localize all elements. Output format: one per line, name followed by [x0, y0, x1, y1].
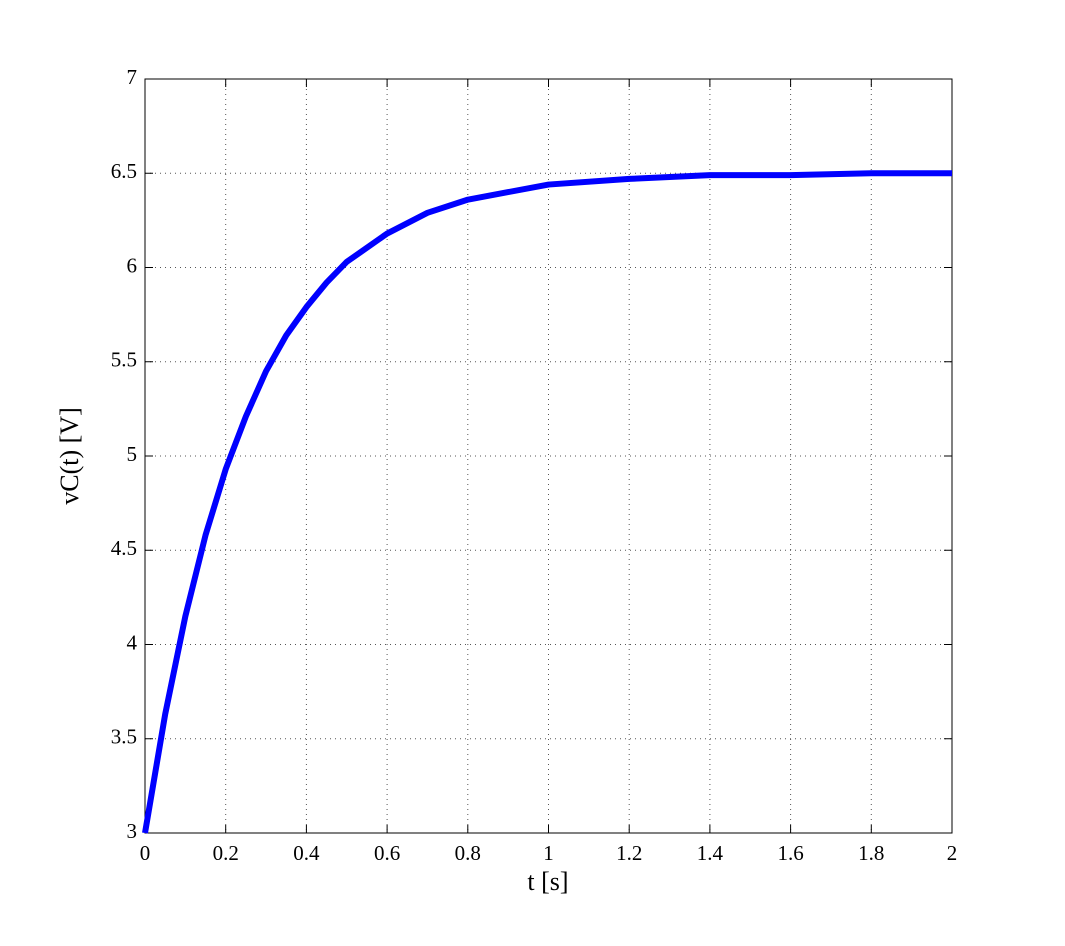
y-tick-label: 7 [127, 65, 138, 89]
y-tick-label: 5 [127, 442, 138, 466]
y-tick-label: 5.5 [111, 348, 137, 372]
x-axis-label: t [s] [527, 867, 568, 896]
y-tick-label: 6 [127, 253, 138, 277]
y-axis-label: vC(t) [V] [55, 407, 84, 504]
plot-frame [144, 78, 953, 834]
x-tick-label: 0 [140, 841, 151, 865]
x-tick-label: 1.2 [616, 841, 642, 865]
x-tick-label: 1.6 [777, 841, 803, 865]
y-tick-label: 4 [127, 630, 138, 654]
x-tick-label: 0.6 [374, 841, 400, 865]
x-tick-label: 1.8 [858, 841, 884, 865]
x-tick-label: 1.4 [697, 841, 724, 865]
line-series [142, 170, 952, 834]
y-tick-label: 3 [127, 819, 138, 843]
y-tick-label: 6.5 [111, 159, 137, 183]
x-tick-label: 2 [947, 841, 958, 865]
y-tick-label: 4.5 [111, 536, 137, 560]
x-tick-label: 0.4 [293, 841, 320, 865]
y-tick-label: 3.5 [111, 725, 137, 749]
x-tick-label: 1 [543, 841, 554, 865]
x-tick-label: 0.8 [455, 841, 481, 865]
x-tick-label: 0.2 [213, 841, 239, 865]
